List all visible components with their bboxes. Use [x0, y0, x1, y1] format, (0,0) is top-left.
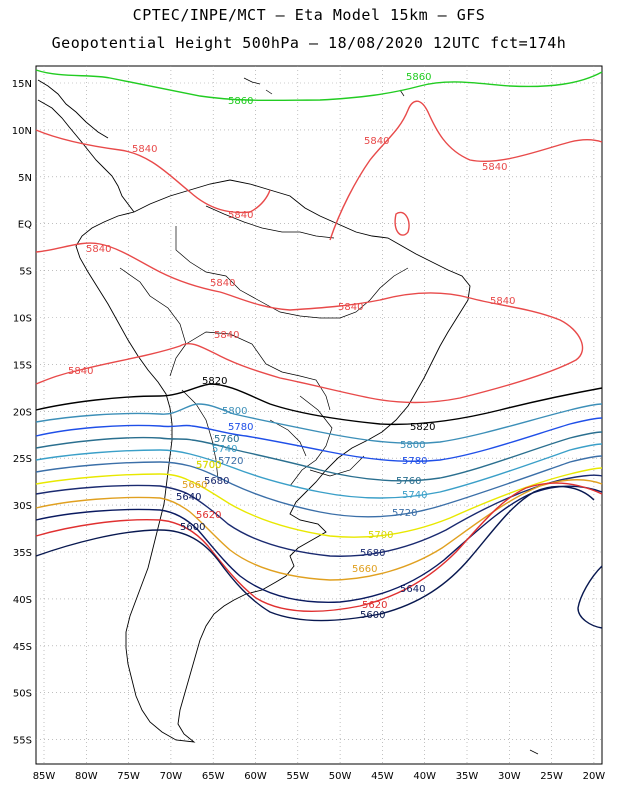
contour-5620 — [35, 482, 603, 612]
label-5840: 5840 — [214, 330, 239, 341]
longitude-label: 40W — [413, 771, 436, 782]
contour-5840-loop — [394, 211, 410, 236]
contour-5740 — [35, 443, 603, 499]
contour-5780 — [35, 417, 603, 462]
graticule — [36, 66, 602, 764]
contour-5800 — [35, 403, 603, 444]
label-5600: 5600 — [360, 610, 385, 621]
label-5660: 5660 — [182, 480, 207, 491]
longitude-label: 25W — [540, 771, 563, 782]
south-america-coast — [75, 179, 471, 743]
longitude-label: 85W — [33, 771, 56, 782]
latitude-label: 55S — [13, 736, 32, 747]
label-5840: 5840 — [68, 366, 93, 377]
contour-5860 — [35, 69, 603, 102]
label-5840: 5840 — [86, 244, 111, 255]
contour-5640 — [35, 485, 603, 603]
longitude-label: 80W — [75, 771, 98, 782]
contour-5600 — [35, 485, 595, 622]
latitude-label: 15N — [12, 79, 32, 90]
latitude-label: 25S — [13, 454, 32, 465]
label-5840: 5840 — [132, 144, 157, 155]
longitude-labels: 85W 80W 75W 70W 65W 60W 55W 50W 45W 40W 35W 30W 25W 2… — [33, 771, 606, 782]
label-5600: 5600 — [180, 522, 205, 533]
label-5860: 5860 — [228, 96, 253, 107]
longitude-label: 50W — [329, 771, 352, 782]
longitude-label: 75W — [117, 771, 140, 782]
longitude-label: 60W — [244, 771, 267, 782]
label-5720: 5720 — [218, 456, 243, 467]
latitude-label: 35S — [13, 548, 32, 559]
label-5740: 5740 — [402, 490, 427, 501]
latitude-label: 45S — [13, 642, 32, 653]
label-5800: 5800 — [222, 406, 247, 417]
contour-labels: 5860 5860 5840 5840 5840 5840 5840 5840 … — [68, 72, 515, 621]
label-5780: 5780 — [402, 456, 427, 467]
label-5640: 5640 — [400, 584, 425, 595]
label-5800: 5800 — [400, 440, 425, 451]
latitude-label: 50S — [13, 689, 32, 700]
label-5720: 5720 — [392, 508, 417, 519]
contour-5820 — [35, 383, 603, 426]
contour-5840-mid — [35, 242, 584, 404]
latitude-label: 5S — [19, 267, 32, 278]
contour-5760 — [35, 431, 603, 482]
label-5700: 5700 — [368, 530, 393, 541]
longitude-label: 45W — [371, 771, 394, 782]
latitude-label: 5N — [18, 173, 32, 184]
latitude-label: 10S — [13, 314, 32, 325]
label-5820: 5820 — [202, 376, 227, 387]
contour-lines — [35, 69, 603, 629]
label-5840: 5840 — [210, 278, 235, 289]
latitude-label: 20S — [13, 407, 32, 418]
longitude-label: 35W — [456, 771, 479, 782]
label-5740: 5740 — [212, 444, 237, 455]
longitude-label: 20W — [583, 771, 606, 782]
label-5680: 5680 — [204, 476, 229, 487]
label-5760: 5760 — [396, 476, 421, 487]
label-5700: 5700 — [196, 460, 221, 471]
contour-5700 — [35, 467, 603, 538]
label-5820: 5820 — [410, 422, 435, 433]
coastlines — [37, 77, 539, 755]
label-5620: 5620 — [196, 510, 221, 521]
contour-5840-north-east — [329, 100, 603, 241]
label-5780: 5780 — [228, 422, 253, 433]
label-5660: 5660 — [352, 564, 377, 575]
latitude-labels: 15N 10N 5N EQ 5S 10S 15S 20S 25S 30S 35S 40S 45S 50S 5… — [12, 79, 32, 747]
longitude-label: 65W — [202, 771, 225, 782]
label-5760: 5760 — [214, 434, 239, 445]
label-5620: 5620 — [362, 600, 387, 611]
label-5640: 5640 — [176, 492, 201, 503]
contour-5600-east — [577, 565, 603, 629]
label-5840: 5840 — [338, 302, 363, 313]
longitude-label: 70W — [160, 771, 183, 782]
latitude-label: 30S — [13, 501, 32, 512]
label-5840: 5840 — [228, 210, 253, 221]
label-5840: 5840 — [482, 162, 507, 173]
label-5860: 5860 — [406, 72, 431, 83]
longitude-label: 55W — [286, 771, 309, 782]
contour-5720 — [35, 455, 603, 518]
contour-5660 — [35, 479, 603, 581]
label-5840: 5840 — [364, 136, 389, 147]
label-5680: 5680 — [360, 548, 385, 559]
contour-5680 — [35, 474, 603, 557]
map-title-line1: CPTEC/INPE/MCT – Eta Model 15km – GFS — [132, 6, 486, 24]
latitude-label: 15S — [13, 360, 32, 371]
latitude-label: EQ — [18, 220, 32, 231]
map-title-line2: Geopotential Height 500hPa – 18/08/2020 … — [51, 34, 567, 52]
longitude-label: 30W — [498, 771, 521, 782]
latitude-label: 40S — [13, 595, 32, 606]
latitude-label: 10N — [12, 126, 32, 137]
map-frame — [35, 65, 603, 765]
label-5840: 5840 — [490, 296, 515, 307]
contour-5840-north — [35, 129, 271, 214]
